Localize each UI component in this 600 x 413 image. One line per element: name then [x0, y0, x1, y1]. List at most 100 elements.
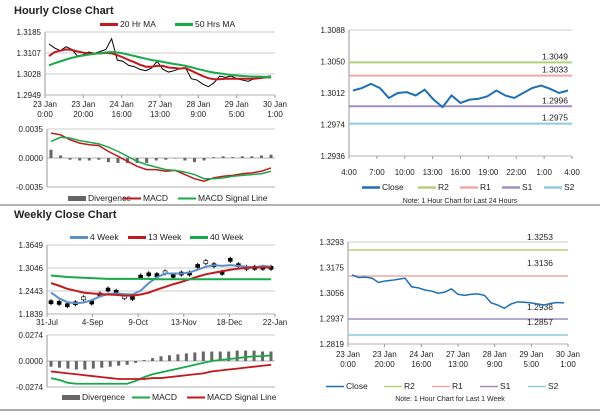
x-tick-label: 5:00	[229, 110, 245, 119]
y-tick-label: 1.3012	[321, 89, 346, 98]
x-tick-label: 13:00	[150, 110, 171, 119]
divergence-bar	[212, 157, 216, 158]
legend-label: 40 Week	[210, 232, 244, 242]
y-tick-label: 0.0000	[19, 154, 44, 163]
macd-line	[50, 132, 272, 182]
x-tick-label: 16:00	[411, 360, 432, 369]
legend-label: 50 Hrs MA	[195, 19, 235, 29]
divergence-bar	[151, 358, 155, 361]
level-value-label: 1.3253	[527, 232, 553, 242]
legend-label: Close	[346, 381, 368, 391]
legend-label: R2	[438, 182, 449, 192]
divergence-bar	[210, 351, 214, 361]
legend-label: Divergence	[88, 193, 131, 203]
candle-body	[56, 301, 62, 305]
divergence-bar	[100, 361, 104, 368]
x-tick-label: 13:00	[423, 168, 444, 177]
divergence-bar	[159, 356, 163, 361]
chart-note: Note: 1 Hour Chart for Last 1 Week	[395, 396, 505, 403]
x-tick-label: 23 Jan	[336, 350, 360, 359]
divergence-bar	[142, 360, 146, 361]
divergence-bar	[91, 361, 95, 369]
x-tick-label: 16:00	[112, 110, 133, 119]
y-tick-label: 0.0000	[19, 357, 44, 366]
y-tick-label: -0.0035	[16, 183, 44, 192]
legend-label: 13 Week	[148, 232, 182, 242]
x-tick-label: 27 Jan	[446, 350, 470, 359]
chart-note: Note: 1 Hour Chart for Last 24 Hours	[403, 198, 518, 205]
x-tick-label: 5:00	[524, 360, 540, 369]
x-tick-label: 28 Jan	[186, 100, 210, 109]
divergence-bar	[227, 351, 231, 361]
divergence-bar	[83, 361, 87, 370]
divergence-bar	[59, 155, 63, 158]
candle-body	[81, 296, 86, 301]
x-tick-label: 22:00	[506, 168, 527, 177]
x-tick-label: 29 Jan	[519, 350, 543, 359]
close-line	[352, 82, 569, 109]
x-tick-label: 16:00	[450, 168, 471, 177]
divergence-bar	[244, 350, 248, 361]
weekly-chart-title: Weekly Close Chart	[14, 209, 117, 221]
y-tick-label: 1.1839	[19, 310, 44, 319]
legend-label: MACD	[143, 193, 168, 203]
x-tick-label: 18-Dec	[217, 318, 243, 327]
y-tick-label: 1.2974	[321, 121, 346, 130]
legend-label: Close	[382, 182, 404, 192]
x-tick-label: 27 Jan	[148, 100, 172, 109]
ma20-line	[48, 48, 271, 81]
divergence-bar	[193, 352, 197, 361]
legend-label: 20 Hr MA	[120, 19, 156, 29]
x-tick-label: 30 Jan	[263, 100, 287, 109]
divergence-bar	[269, 351, 273, 361]
divergence-bar	[167, 355, 171, 361]
x-tick-label: 20:00	[375, 360, 396, 369]
divergence-bar	[173, 158, 177, 159]
x-tick-label: 9:00	[487, 360, 503, 369]
divergence-bar	[184, 353, 188, 361]
y-tick-label: 1.3185	[17, 28, 42, 37]
x-tick-label: 4:00	[564, 168, 580, 177]
divergence-bar	[240, 156, 244, 158]
divergence-bar	[66, 361, 70, 369]
y-tick-label: 1.3056	[320, 289, 345, 298]
y-tick-label: 0.0035	[19, 125, 44, 134]
x-tick-label: 1:00	[536, 168, 552, 177]
legend-swatch	[68, 196, 86, 201]
divergence-bar	[125, 361, 129, 365]
divergence-bar	[74, 361, 78, 370]
y-tick-label: 1.3050	[321, 58, 346, 67]
candle-body	[48, 300, 54, 304]
ma50-line	[48, 51, 272, 79]
legend-label: S1	[522, 182, 533, 192]
hourly-chart-title: Hourly Close Chart	[14, 5, 114, 17]
x-tick-label: 9-Oct	[128, 318, 148, 327]
x-tick-label: 29 Jan	[225, 100, 249, 109]
level-value-label: 1.2996	[542, 95, 568, 105]
level-value-label: 1.3136	[527, 258, 553, 268]
divergence-bar	[57, 361, 61, 368]
legend-label: R2	[404, 381, 415, 391]
divergence-bar	[250, 156, 254, 158]
ma-line	[50, 274, 271, 281]
y-tick-label: 0.0274	[19, 331, 44, 340]
level-value-label: 1.2857	[527, 317, 553, 327]
legend-label: S2	[548, 381, 559, 391]
legend-label: S1	[500, 381, 511, 391]
x-tick-label: 20:00	[73, 110, 94, 119]
candle-body	[170, 274, 176, 278]
y-tick-label: 1.3175	[320, 264, 345, 273]
legend-swatch	[62, 395, 80, 400]
divergence-bar	[49, 149, 53, 158]
divergence-bar	[201, 351, 205, 361]
legend-label: S2	[564, 182, 575, 192]
x-tick-label: 1:00	[267, 110, 283, 119]
divergence-bar	[164, 158, 168, 160]
divergence-bar	[49, 361, 53, 367]
divergence-bar	[145, 158, 149, 163]
ma-line	[50, 264, 272, 305]
divergence-bar	[269, 154, 273, 158]
divergence-bar	[116, 158, 120, 163]
